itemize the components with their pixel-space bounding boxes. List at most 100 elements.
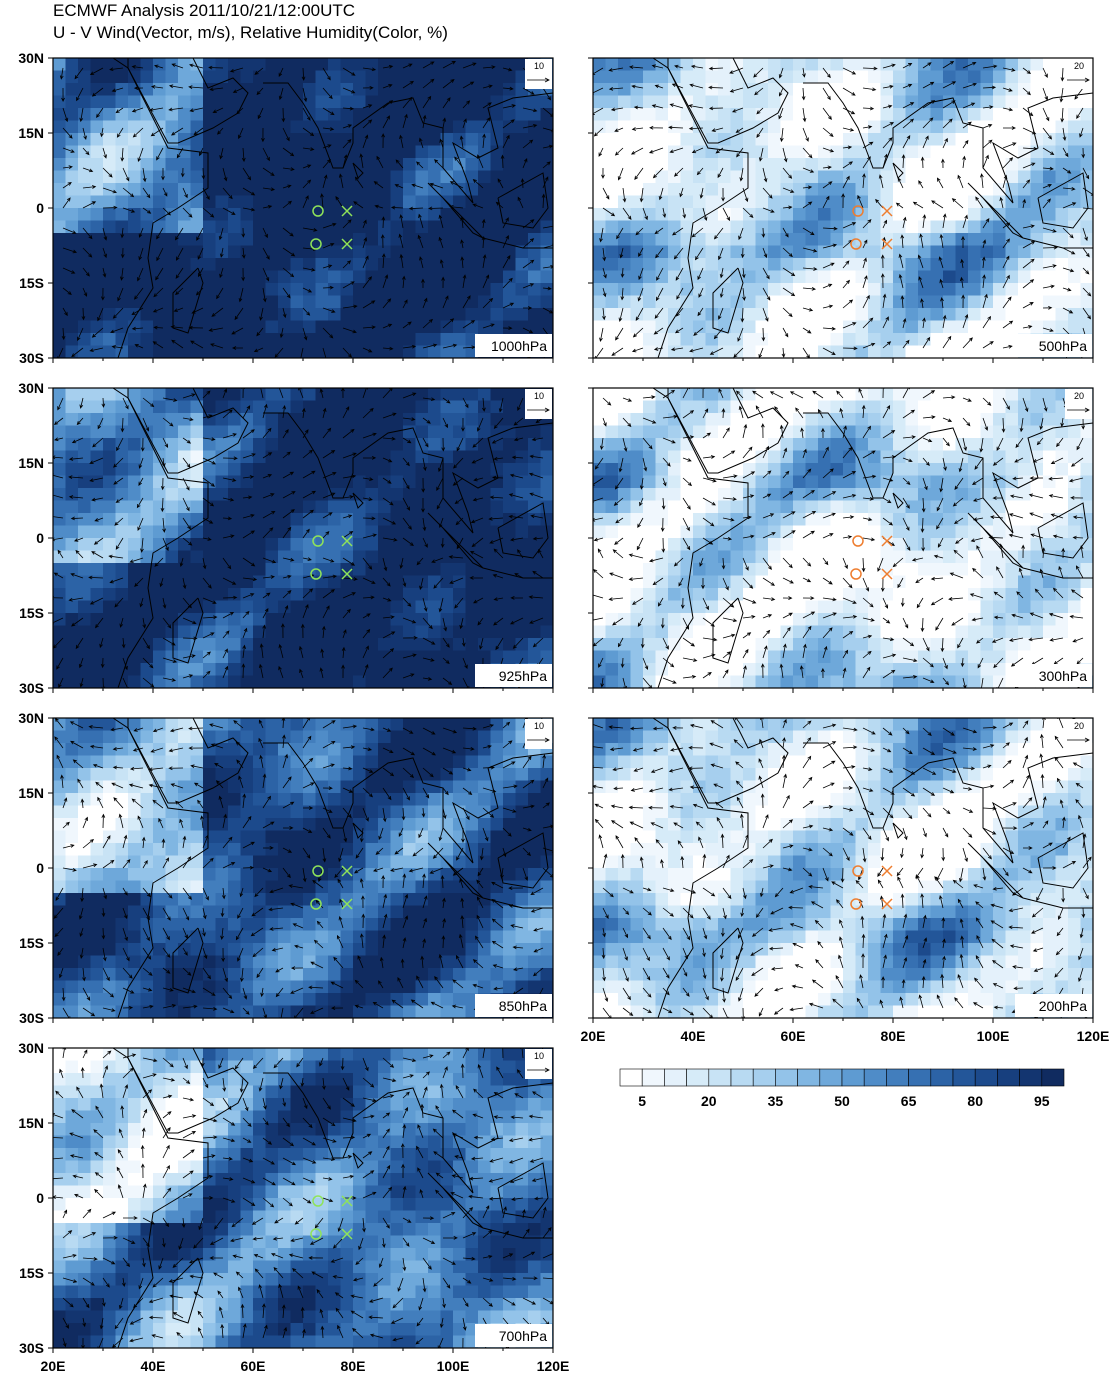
humidity-cell — [465, 258, 479, 271]
humidity-cell — [103, 158, 116, 171]
humidity-cell — [103, 843, 116, 856]
humidity-cell — [103, 663, 116, 676]
wind-vector — [422, 873, 426, 889]
wind-vector — [522, 327, 534, 334]
wind-vector — [442, 787, 449, 796]
humidity-cell — [203, 1148, 216, 1161]
humidity-cell — [353, 1273, 366, 1286]
humidity-cell — [228, 438, 241, 451]
wind-vector — [502, 740, 513, 749]
humidity-cell — [328, 955, 341, 969]
humidity-cell — [278, 513, 291, 526]
humidity-cell — [115, 308, 129, 321]
humidity-cell — [65, 488, 79, 501]
humidity-cell — [140, 918, 154, 931]
humidity-cell — [215, 638, 229, 651]
humidity-cell — [465, 158, 479, 171]
humidity-cell — [140, 400, 154, 414]
humidity-cell — [153, 768, 166, 781]
humidity-cell — [265, 625, 279, 639]
humidity-cell — [528, 650, 541, 664]
humidity-cell — [515, 625, 529, 639]
wind-vector — [472, 497, 484, 502]
humidity-cell — [465, 638, 479, 651]
humidity-cell — [490, 145, 504, 159]
humidity-cell — [203, 158, 216, 171]
humidity-cell — [178, 575, 191, 589]
humidity-cell — [128, 170, 141, 184]
humidity-cell — [428, 893, 441, 906]
wind-vector — [53, 473, 64, 479]
wind-vector — [216, 287, 224, 300]
wind-vector — [76, 87, 84, 102]
humidity-cell — [315, 95, 329, 109]
humidity-cell — [453, 513, 466, 526]
coastline — [263, 412, 553, 534]
humidity-cell — [228, 95, 241, 109]
wind-vector — [62, 247, 78, 254]
wind-vector — [142, 187, 151, 199]
humidity-cell — [215, 208, 229, 221]
humidity-cell — [215, 345, 229, 358]
humidity-cell — [328, 525, 341, 539]
humidity-cell — [53, 1310, 66, 1324]
wind-vector — [282, 307, 287, 319]
humidity-cell — [203, 345, 216, 358]
wind-vector — [320, 193, 324, 209]
wind-vector — [278, 643, 284, 659]
lat-label: 15S — [19, 605, 44, 621]
humidity-cell — [228, 805, 241, 819]
humidity-cell — [378, 968, 391, 981]
humidity-cell — [253, 730, 266, 744]
wind-vector — [162, 517, 166, 533]
humidity-cell — [253, 1173, 266, 1186]
wind-vector — [357, 955, 364, 969]
humidity-cell — [290, 843, 304, 856]
wind-vector — [218, 227, 224, 241]
humidity-cell — [528, 233, 541, 246]
humidity-cell — [65, 1123, 79, 1136]
wind-vector — [222, 477, 237, 482]
humidity-cell — [540, 968, 553, 981]
humidity-cell — [440, 145, 454, 159]
wind-vector — [362, 456, 377, 460]
wind-vector — [171, 63, 184, 69]
wind-vector — [528, 595, 544, 599]
humidity-cell — [378, 855, 391, 869]
wind-vector — [398, 827, 404, 838]
wind-vector — [202, 834, 209, 849]
humidity-cell — [203, 1260, 216, 1274]
wind-vector — [419, 577, 424, 591]
humidity-cell — [253, 650, 266, 664]
humidity-cell — [403, 755, 416, 769]
humidity-cell — [378, 805, 391, 819]
wind-vector — [394, 847, 404, 855]
humidity-cell — [315, 1185, 329, 1199]
humidity-cell — [115, 183, 129, 196]
humidity-cell — [465, 563, 479, 576]
humidity-cell — [165, 650, 179, 664]
humidity-cell — [103, 905, 116, 919]
humidity-cell — [290, 295, 304, 309]
wind-vector — [402, 727, 414, 734]
wind-vector — [438, 457, 444, 473]
humidity-cell — [415, 413, 429, 426]
panel-content — [53, 58, 553, 358]
humidity-cell — [440, 818, 454, 831]
humidity-cell — [78, 538, 91, 551]
wind-vector — [449, 577, 464, 584]
humidity-cell — [178, 425, 191, 439]
humidity-cell — [403, 625, 416, 639]
wind-vector — [316, 920, 324, 929]
wind-vector — [362, 613, 371, 619]
humidity-cell — [90, 780, 104, 794]
wind-vector — [299, 347, 304, 358]
humidity-cell — [390, 625, 404, 639]
humidity-cell — [415, 818, 429, 831]
humidity-cell — [465, 930, 479, 944]
humidity-cell — [228, 550, 241, 564]
humidity-cell — [53, 805, 66, 819]
wind-vector — [460, 915, 465, 929]
wind-vector — [495, 637, 504, 651]
humidity-cell — [178, 1173, 191, 1186]
